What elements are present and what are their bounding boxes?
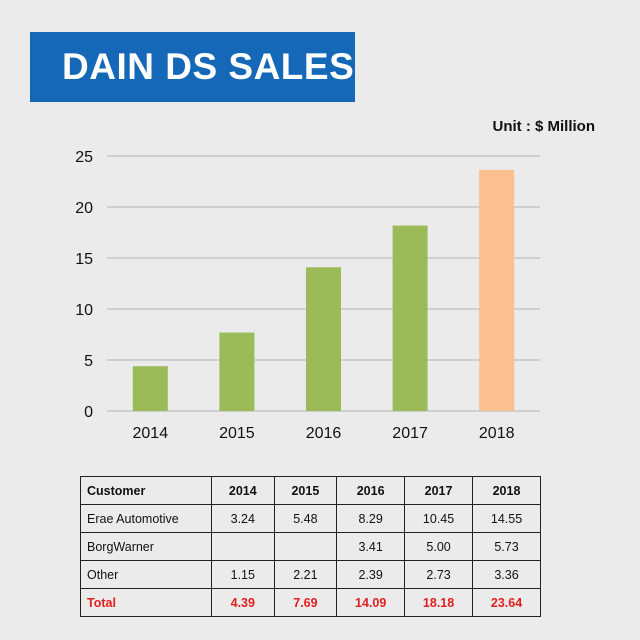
y-tick-label: 15 (75, 251, 93, 268)
table-cell: 3.24 (211, 504, 275, 533)
total-label: Total (80, 588, 212, 617)
table-header-customer: Customer (80, 476, 212, 505)
table-cell: 5.48 (273, 504, 338, 533)
table-cell (273, 532, 338, 561)
table-header-year: 2018 (472, 476, 541, 505)
table-total-row: Total 4.39 7.69 14.09 18.18 23.64 (80, 588, 541, 617)
table-cell: 5.00 (404, 532, 474, 561)
total-cell: 18.18 (404, 588, 474, 617)
bar (392, 225, 428, 411)
x-tick-label: 2017 (392, 425, 428, 442)
table-header-year: 2014 (211, 476, 275, 505)
x-tick-label: 2018 (479, 425, 515, 442)
total-cell: 14.09 (336, 588, 406, 617)
customer-name: Erae Automotive (80, 504, 212, 533)
unit-label: Unit : $ Million (492, 118, 596, 135)
table-cell: 3.36 (472, 560, 541, 589)
table-row: Other 1.15 2.21 2.39 2.73 3.36 (80, 560, 541, 589)
table-cell: 5.73 (472, 532, 541, 561)
bar (306, 267, 341, 411)
x-tick-label: 2016 (306, 425, 342, 442)
bar (132, 366, 168, 411)
y-tick-label: 20 (75, 200, 93, 217)
table-header-year: 2016 (336, 476, 406, 505)
table-header-year: 2015 (273, 476, 338, 505)
table-cell: 10.45 (404, 504, 474, 533)
x-tick-label: 2015 (219, 425, 255, 442)
y-tick-label: 25 (75, 149, 93, 166)
total-cell: 7.69 (273, 588, 338, 617)
customer-name: BorgWarner (80, 532, 212, 561)
table-header-row: Customer 2014 2015 2016 2017 2018 (80, 476, 541, 505)
table-cell: 14.55 (472, 504, 541, 533)
y-tick-label: 0 (84, 404, 93, 421)
total-cell: 4.39 (211, 588, 275, 617)
table-cell: 2.73 (404, 560, 474, 589)
customer-name: Other (80, 560, 212, 589)
table-header-year: 2017 (404, 476, 474, 505)
x-tick-label: 2014 (133, 425, 169, 442)
sales-bar-chart: 0 5 10 15 20 25 2014 2015 2016 2017 2018 (75, 149, 540, 442)
bar (219, 332, 255, 411)
bar (479, 169, 515, 411)
table-cell (211, 532, 275, 561)
table-cell: 1.15 (211, 560, 275, 589)
table-cell: 8.29 (336, 504, 406, 533)
table-row: Erae Automotive 3.24 5.48 8.29 10.45 14.… (80, 504, 541, 533)
table-cell: 2.21 (273, 560, 338, 589)
table-cell: 3.41 (336, 532, 406, 561)
page-title: DAIN DS SALES (30, 32, 355, 102)
y-tick-label: 10 (75, 302, 93, 319)
table-cell: 2.39 (336, 560, 406, 589)
y-tick-label: 5 (84, 353, 93, 370)
table-row: BorgWarner 3.41 5.00 5.73 (80, 532, 541, 561)
total-cell: 23.64 (472, 588, 541, 617)
sales-table: Customer 2014 2015 2016 2017 2018 Erae A… (80, 476, 541, 617)
